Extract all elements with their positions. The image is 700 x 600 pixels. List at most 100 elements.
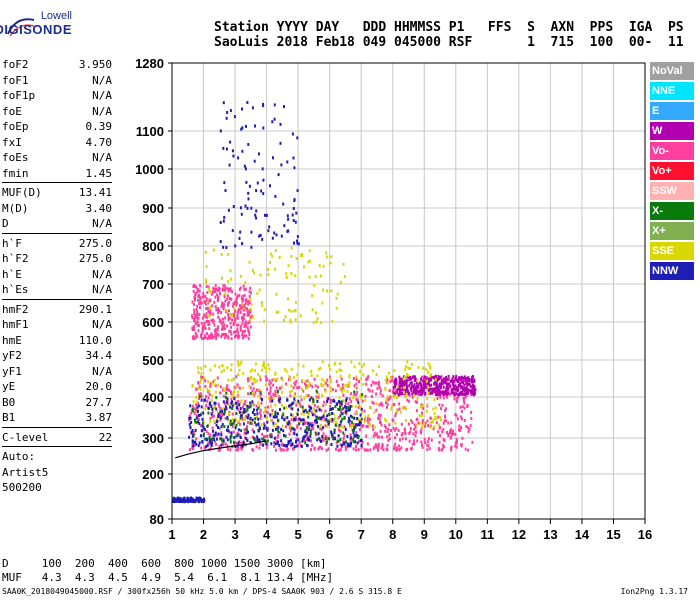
trace-point bbox=[381, 403, 384, 407]
trace-point bbox=[414, 425, 417, 429]
trace-point bbox=[235, 301, 238, 305]
trace-point bbox=[422, 379, 425, 383]
trace-point bbox=[468, 382, 471, 386]
trace-point bbox=[191, 407, 194, 411]
trace-point bbox=[302, 418, 305, 422]
trace-point bbox=[315, 389, 318, 393]
trace-point bbox=[321, 378, 324, 381]
trace-point bbox=[445, 407, 447, 411]
trace-point bbox=[274, 403, 277, 407]
trace-point bbox=[360, 417, 363, 421]
trace-point bbox=[454, 432, 457, 436]
trace-point bbox=[229, 405, 232, 409]
trace-point bbox=[217, 333, 220, 337]
trace-point bbox=[457, 383, 460, 387]
trace-point bbox=[313, 407, 315, 411]
trace-point bbox=[363, 448, 366, 452]
trace-point bbox=[327, 397, 330, 401]
trace-point bbox=[367, 421, 370, 425]
trace-point bbox=[233, 330, 235, 334]
trace-point bbox=[238, 308, 241, 312]
trace-point bbox=[429, 416, 432, 420]
trace-point bbox=[239, 436, 242, 439]
trace-point bbox=[309, 405, 312, 409]
trace-point bbox=[347, 416, 350, 420]
trace-point bbox=[237, 336, 240, 340]
trace-point bbox=[411, 442, 414, 446]
trace-point bbox=[344, 383, 347, 387]
trace-point bbox=[230, 378, 233, 382]
trace-point bbox=[276, 442, 279, 446]
trace-point bbox=[264, 383, 267, 387]
trace-point bbox=[394, 421, 397, 425]
trace-point bbox=[204, 364, 207, 368]
trace-point bbox=[240, 441, 243, 445]
trace-point bbox=[235, 434, 238, 438]
trace-point bbox=[292, 207, 295, 210]
trace-point bbox=[379, 392, 382, 396]
trace-point bbox=[264, 440, 267, 444]
trace-point bbox=[241, 242, 244, 246]
trace-point bbox=[355, 431, 358, 434]
trace-point bbox=[205, 319, 208, 323]
trace-point bbox=[315, 419, 318, 422]
trace-point bbox=[317, 447, 320, 451]
trace-point bbox=[415, 430, 418, 434]
trace-point bbox=[293, 393, 296, 397]
trace-point bbox=[191, 300, 194, 304]
trace-point bbox=[328, 412, 331, 416]
trace-point bbox=[452, 375, 455, 379]
trace-point bbox=[428, 377, 430, 381]
trace-point bbox=[226, 335, 229, 339]
trace-point bbox=[264, 435, 267, 438]
trace-point bbox=[329, 377, 332, 380]
trace-point bbox=[194, 403, 197, 407]
trace-point bbox=[292, 401, 295, 405]
trace-point bbox=[450, 445, 453, 449]
trace-point bbox=[206, 332, 208, 336]
trace-point bbox=[194, 292, 197, 296]
trace-point bbox=[290, 272, 293, 275]
trace-point bbox=[242, 334, 245, 338]
trace-point bbox=[278, 444, 281, 447]
trace-point bbox=[334, 416, 337, 420]
trace-point bbox=[288, 432, 291, 436]
trace-point bbox=[211, 304, 214, 308]
trace-point bbox=[259, 273, 262, 277]
trace-point bbox=[356, 417, 359, 420]
trace-point bbox=[270, 432, 273, 436]
trace-point bbox=[318, 264, 321, 268]
trace-point bbox=[241, 299, 244, 303]
trace-point bbox=[255, 445, 258, 449]
trace-point bbox=[252, 315, 255, 319]
trace-point bbox=[189, 404, 192, 408]
trace-point bbox=[204, 437, 207, 441]
distance-row: D 100 200 400 600 800 1000 1500 3000 [km… bbox=[2, 557, 327, 570]
trace-point bbox=[275, 422, 278, 426]
trace-point bbox=[288, 390, 291, 394]
trace-point bbox=[236, 329, 239, 333]
trace-point bbox=[362, 382, 365, 386]
trace-point bbox=[422, 377, 425, 381]
trace-point bbox=[316, 317, 319, 321]
trace-point bbox=[340, 400, 343, 404]
trace-point bbox=[325, 440, 328, 444]
trace-point bbox=[289, 406, 292, 410]
trace-point bbox=[191, 429, 194, 432]
trace-point bbox=[434, 387, 437, 391]
trace-point bbox=[458, 376, 461, 380]
trace-point bbox=[217, 315, 220, 319]
trace-point bbox=[273, 103, 276, 107]
trace-point bbox=[191, 314, 193, 318]
trace-point bbox=[408, 378, 411, 381]
trace-point bbox=[203, 321, 206, 325]
trace-point bbox=[284, 434, 287, 438]
trace-point bbox=[209, 307, 212, 311]
trace-point bbox=[274, 391, 277, 395]
trace-point bbox=[239, 206, 242, 210]
trace-point bbox=[358, 362, 361, 366]
trace-point bbox=[351, 404, 354, 408]
trace-point bbox=[431, 420, 434, 424]
trace-point bbox=[456, 400, 459, 403]
trace-point bbox=[310, 410, 313, 414]
